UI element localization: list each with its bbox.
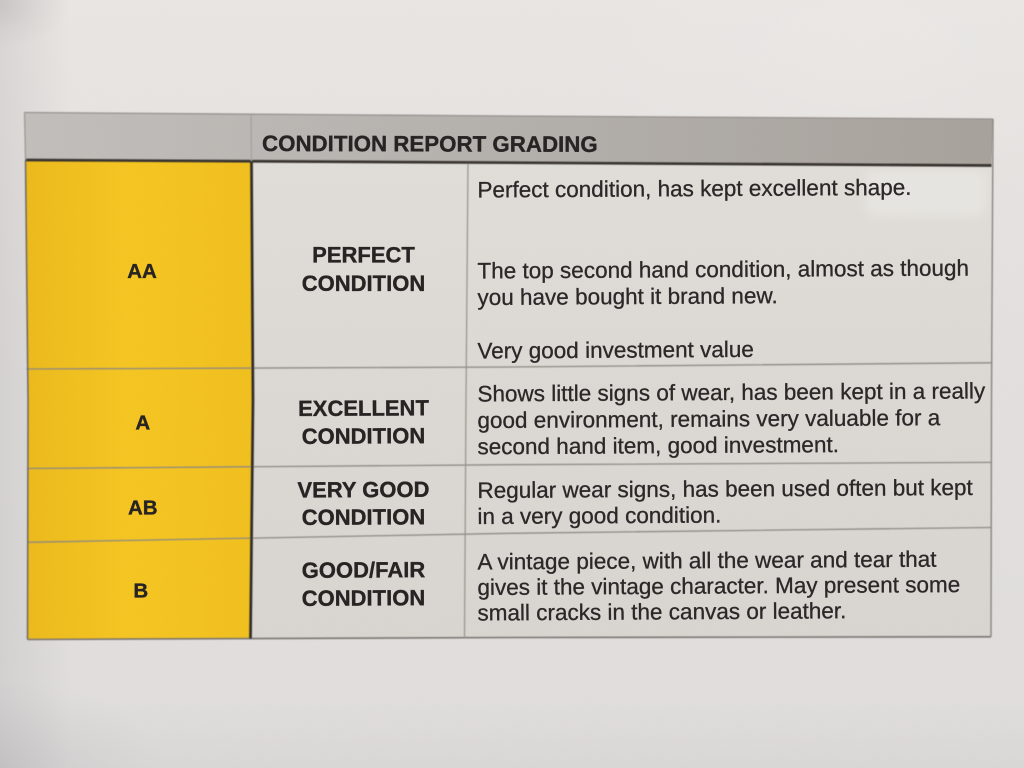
svg-text:AA: AA bbox=[127, 260, 157, 283]
svg-text:GOOD/FAIR: GOOD/FAIR bbox=[302, 557, 426, 583]
svg-text:CONDITION: CONDITION bbox=[302, 504, 426, 530]
svg-text:PERFECT: PERFECT bbox=[312, 243, 415, 268]
svg-text:second hand item, good investm: second hand item, good investment. bbox=[477, 432, 839, 459]
svg-text:Shows little signs of wear, ha: Shows little signs of wear, has been kep… bbox=[477, 378, 986, 406]
svg-text:A: A bbox=[135, 412, 150, 435]
svg-text:CONDITION: CONDITION bbox=[302, 585, 426, 611]
svg-text:Very good investment value: Very good investment value bbox=[477, 337, 754, 364]
svg-text:small cracks in the canvas or: small cracks in the canvas or leather. bbox=[477, 598, 846, 625]
svg-text:CONDITION: CONDITION bbox=[302, 423, 426, 449]
svg-text:you have bought it brand new.: you have bought it brand new. bbox=[477, 283, 777, 310]
svg-text:in a very good condition.: in a very good condition. bbox=[477, 503, 721, 529]
svg-text:gives it the vintage character: gives it the vintage character. May pres… bbox=[477, 572, 960, 600]
svg-text:CONDITION: CONDITION bbox=[302, 271, 425, 296]
svg-text:B: B bbox=[133, 579, 148, 602]
svg-text:AB: AB bbox=[128, 496, 158, 519]
svg-text:A vintage piece, with all the: A vintage piece, with all the wear and t… bbox=[477, 547, 937, 575]
svg-text:The top second hand condition,: The top second hand condition, almost as… bbox=[477, 255, 969, 283]
svg-text:good environment, remains very: good environment, remains very valuable … bbox=[477, 405, 940, 433]
svg-text:Perfect condition, has kept ex: Perfect condition, has kept excellent sh… bbox=[477, 175, 911, 203]
svg-text:Regular wear signs, has been u: Regular wear signs, has been used often … bbox=[477, 475, 973, 503]
svg-text:CONDITION REPORT GRADING: CONDITION REPORT GRADING bbox=[262, 131, 598, 157]
svg-text:VERY GOOD: VERY GOOD bbox=[297, 477, 429, 503]
svg-text:EXCELLENT: EXCELLENT bbox=[298, 395, 429, 421]
